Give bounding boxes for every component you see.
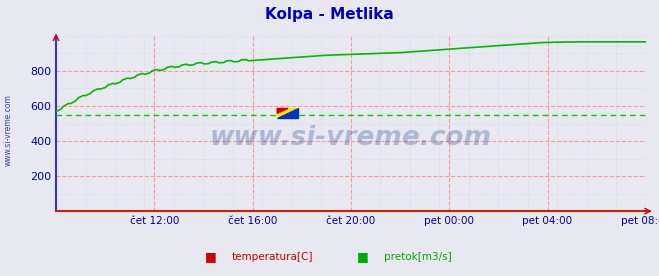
- Bar: [277, 108, 299, 118]
- Text: ■: ■: [205, 250, 217, 263]
- Text: www.si-vreme.com: www.si-vreme.com: [3, 94, 13, 166]
- Text: temperatura[C]: temperatura[C]: [232, 252, 314, 262]
- Polygon shape: [277, 108, 288, 113]
- Polygon shape: [277, 108, 299, 118]
- Text: ■: ■: [357, 250, 368, 263]
- Text: pretok[m3/s]: pretok[m3/s]: [384, 252, 451, 262]
- Text: www.si-vreme.com: www.si-vreme.com: [210, 124, 492, 150]
- Text: Kolpa - Metlika: Kolpa - Metlika: [265, 7, 394, 22]
